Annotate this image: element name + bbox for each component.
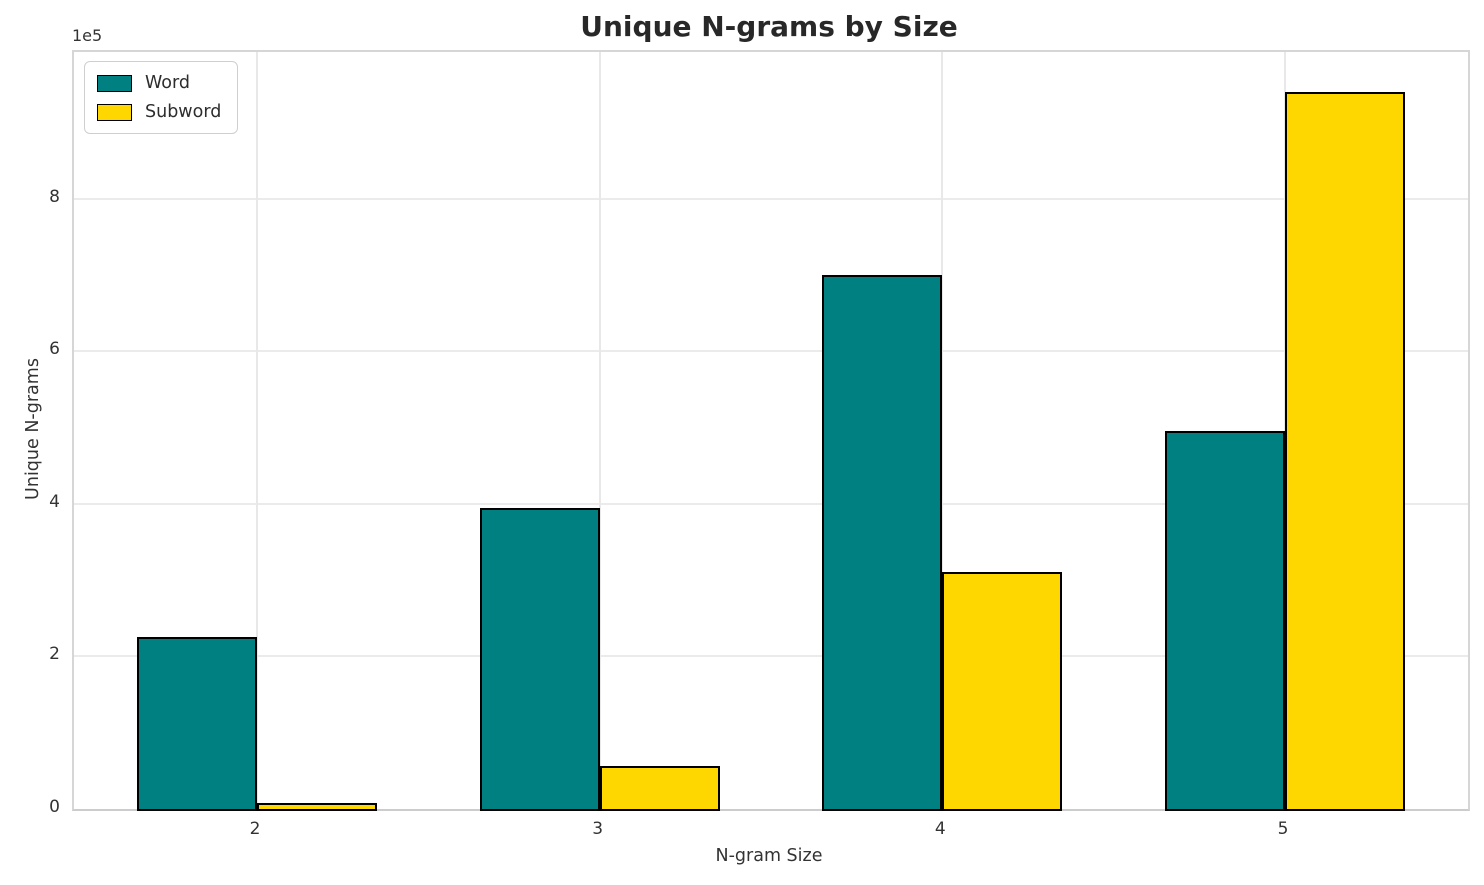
bar-subword-3 (599, 765, 720, 811)
bar-subword-5 (1285, 91, 1405, 811)
y-gridline (74, 350, 1468, 353)
x-tick-label: 2 (249, 819, 261, 839)
bar-subword-4 (942, 572, 1063, 811)
y-tick-label: 4 (49, 491, 60, 512)
x-gridline (256, 52, 258, 809)
x-tick-label: 4 (934, 819, 946, 839)
legend-entry-subword: Subword (97, 102, 221, 122)
x-tick-label: 3 (592, 819, 604, 839)
legend-entry-word: Word (97, 73, 221, 93)
y-tick-label: 6 (49, 339, 60, 360)
bar-word-3 (479, 507, 600, 811)
chart-title: Unique N-grams by Size (580, 10, 958, 43)
x-gridline (598, 52, 601, 809)
bar-word-4 (822, 274, 943, 811)
bar-word-5 (1165, 431, 1285, 811)
y-tick-label: 8 (49, 186, 60, 207)
bar-subword-2 (257, 802, 377, 811)
x-gridline (941, 52, 944, 809)
y-tick-label: 0 (49, 797, 60, 817)
bar-word-2 (137, 637, 257, 811)
legend-label-subword: Subword (145, 102, 222, 122)
plot-area (72, 50, 1470, 811)
x-axis-label: N-gram Size (715, 846, 823, 866)
legend-swatch-subword (97, 103, 132, 121)
y-gridline (74, 502, 1468, 505)
legend-label-word: Word (145, 73, 190, 93)
y-axis-label: Unique N-grams (23, 358, 43, 500)
x-tick-label: 5 (1277, 819, 1289, 839)
y-gridline (74, 655, 1468, 658)
legend-swatch-word (97, 74, 132, 92)
y-axis-offset-label: 1e5 (72, 26, 103, 45)
legend: Word Subword (84, 61, 239, 134)
y-tick-label: 2 (49, 644, 60, 665)
y-gridline (74, 197, 1468, 200)
